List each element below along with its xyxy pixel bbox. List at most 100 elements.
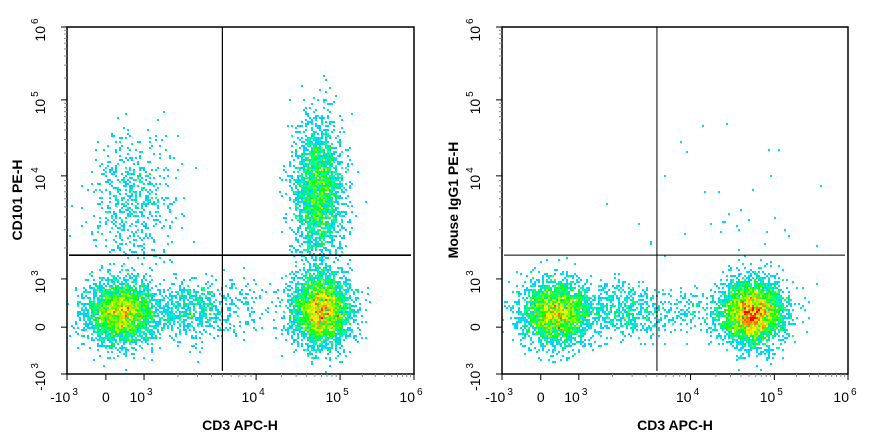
data-point bbox=[135, 315, 137, 317]
data-point bbox=[311, 313, 313, 315]
data-point bbox=[161, 295, 163, 297]
data-point bbox=[305, 323, 307, 325]
data-point bbox=[333, 315, 335, 317]
data-point bbox=[121, 265, 123, 267]
data-point bbox=[177, 315, 179, 317]
data-point bbox=[105, 223, 107, 225]
data-point bbox=[105, 329, 107, 331]
data-point bbox=[546, 291, 548, 293]
data-point bbox=[351, 183, 353, 185]
data-point bbox=[121, 173, 123, 175]
data-point bbox=[305, 207, 307, 209]
data-point bbox=[315, 185, 317, 187]
data-point bbox=[315, 123, 317, 125]
data-point bbox=[337, 173, 339, 175]
data-point bbox=[155, 135, 157, 137]
data-point bbox=[319, 157, 321, 159]
data-point bbox=[137, 185, 139, 187]
data-point bbox=[305, 135, 307, 137]
data-point bbox=[133, 329, 135, 331]
data-point bbox=[117, 275, 119, 277]
data-point bbox=[337, 259, 339, 261]
data-point bbox=[139, 289, 141, 291]
data-point bbox=[327, 155, 329, 157]
data-point bbox=[125, 303, 127, 305]
data-point bbox=[329, 203, 331, 205]
data-point bbox=[560, 285, 562, 287]
data-point bbox=[159, 153, 161, 155]
data-point bbox=[335, 313, 337, 315]
data-point bbox=[111, 291, 113, 293]
data-point bbox=[229, 315, 231, 317]
data-point bbox=[319, 335, 321, 337]
data-point bbox=[151, 347, 153, 349]
data-point bbox=[317, 203, 319, 205]
data-point bbox=[303, 327, 305, 329]
data-point bbox=[321, 303, 323, 305]
data-point bbox=[349, 309, 351, 311]
data-point bbox=[341, 227, 343, 229]
data-point bbox=[183, 299, 185, 301]
data-point bbox=[213, 313, 215, 315]
data-point bbox=[311, 143, 313, 145]
data-point bbox=[632, 289, 634, 291]
data-point bbox=[131, 209, 133, 211]
data-point bbox=[325, 99, 327, 101]
data-point bbox=[197, 285, 199, 287]
data-point bbox=[339, 319, 341, 321]
data-point bbox=[299, 313, 301, 315]
data-point bbox=[159, 337, 161, 339]
data-point bbox=[311, 103, 313, 105]
data-point bbox=[197, 361, 199, 363]
data-point bbox=[325, 161, 327, 163]
data-point bbox=[113, 293, 115, 295]
data-point bbox=[339, 315, 341, 317]
data-point bbox=[155, 203, 157, 205]
data-point bbox=[311, 185, 313, 187]
data-point bbox=[151, 335, 153, 337]
data-point bbox=[117, 199, 119, 201]
data-point bbox=[339, 289, 341, 291]
data-point bbox=[117, 321, 119, 323]
data-point bbox=[337, 291, 339, 293]
data-point bbox=[165, 295, 167, 297]
data-point bbox=[722, 283, 724, 285]
data-point bbox=[247, 321, 249, 323]
data-point bbox=[193, 327, 195, 329]
data-point bbox=[333, 283, 335, 285]
data-point bbox=[778, 289, 780, 291]
data-point bbox=[299, 293, 301, 295]
data-point bbox=[241, 289, 243, 291]
data-point bbox=[179, 315, 181, 317]
data-point bbox=[91, 337, 93, 339]
data-point bbox=[303, 269, 305, 271]
data-point bbox=[129, 343, 131, 345]
data-point bbox=[143, 257, 145, 259]
data-point bbox=[293, 331, 295, 333]
data-point bbox=[335, 337, 337, 339]
data-point bbox=[211, 325, 213, 327]
data-point bbox=[325, 371, 327, 373]
data-point bbox=[113, 263, 115, 265]
data-point bbox=[273, 327, 275, 329]
data-point bbox=[321, 305, 323, 307]
data-point bbox=[341, 119, 343, 121]
data-point bbox=[554, 289, 556, 291]
data-point bbox=[548, 287, 550, 289]
data-point bbox=[355, 315, 357, 317]
data-point bbox=[109, 321, 111, 323]
data-point bbox=[313, 143, 315, 145]
data-point bbox=[109, 183, 111, 185]
data-point bbox=[199, 321, 201, 323]
data-point bbox=[766, 285, 768, 287]
data-point bbox=[153, 295, 155, 297]
data-point bbox=[321, 323, 323, 325]
data-point bbox=[750, 263, 752, 265]
data-point bbox=[193, 305, 195, 307]
data-point bbox=[323, 235, 325, 237]
data-point bbox=[317, 181, 319, 183]
data-point bbox=[127, 203, 129, 205]
data-point bbox=[201, 341, 203, 343]
data-point bbox=[167, 319, 169, 321]
data-point bbox=[159, 221, 161, 223]
